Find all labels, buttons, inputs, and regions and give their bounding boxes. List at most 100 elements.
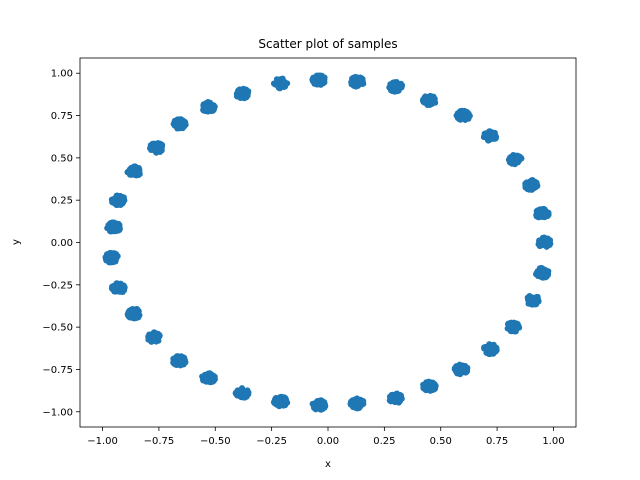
data-point <box>509 160 515 167</box>
data-point <box>235 90 241 97</box>
plot-frame <box>79 57 577 428</box>
data-point <box>527 186 533 192</box>
data-point <box>119 195 126 202</box>
point-cluster-21 <box>199 370 218 386</box>
data-point <box>240 85 247 92</box>
data-point <box>241 92 247 99</box>
data-point <box>279 75 286 82</box>
data-point <box>533 271 539 278</box>
data-point <box>159 142 166 148</box>
data-point <box>541 267 548 274</box>
data-point <box>425 97 432 103</box>
point-cluster-8 <box>533 205 552 221</box>
data-point <box>453 363 460 370</box>
point-cluster-14 <box>451 361 471 378</box>
data-point <box>108 259 115 266</box>
data-points <box>102 72 554 413</box>
x-tick-label: −0.50 <box>200 436 231 447</box>
y-tick-label: 0.75 <box>51 111 73 122</box>
point-cluster-22 <box>170 353 189 369</box>
data-point <box>352 79 359 86</box>
point-cluster-6 <box>505 152 525 168</box>
data-point <box>152 147 159 153</box>
data-point <box>171 122 178 129</box>
point-cluster-4 <box>453 107 473 123</box>
y-tick-label: −1.00 <box>42 407 73 418</box>
point-cluster-7 <box>522 177 541 193</box>
data-point <box>397 392 404 399</box>
data-point <box>431 98 438 105</box>
data-point <box>387 81 394 88</box>
point-cluster-27 <box>104 219 123 235</box>
data-point <box>453 368 460 375</box>
data-point <box>455 111 462 118</box>
data-point <box>490 132 497 139</box>
point-cluster-20 <box>232 385 252 401</box>
point-cluster-25 <box>108 280 128 295</box>
data-point <box>398 83 405 89</box>
y-tick-label: 1.00 <box>51 69 73 80</box>
data-point <box>459 363 466 370</box>
y-tick-label: −0.25 <box>42 280 73 291</box>
data-point <box>202 107 209 114</box>
y-tick-label: 0.50 <box>51 153 73 164</box>
point-cluster-5 <box>480 128 499 144</box>
x-axis: −1.00 −0.75 −0.50 −0.25 0.00 0.25 0.50 0.75 1.00 <box>87 427 565 447</box>
data-point <box>236 389 243 396</box>
data-point <box>535 207 542 214</box>
data-point <box>114 222 121 229</box>
point-cluster-16 <box>386 390 405 406</box>
data-point <box>322 403 329 410</box>
data-point <box>542 212 549 219</box>
data-point <box>145 336 152 343</box>
data-point <box>319 76 326 83</box>
data-point <box>352 74 359 81</box>
data-point <box>430 386 437 392</box>
x-tick-label: −0.25 <box>256 436 287 447</box>
data-point <box>427 380 434 387</box>
data-point <box>508 155 515 162</box>
point-cluster-13 <box>481 341 500 358</box>
x-tick-label: 0.25 <box>373 436 395 447</box>
data-point <box>120 287 127 294</box>
data-point <box>131 308 138 315</box>
data-point <box>209 103 216 110</box>
point-cluster-24 <box>124 305 143 322</box>
data-point <box>201 373 208 379</box>
data-point <box>110 253 117 260</box>
data-point <box>312 75 319 82</box>
data-point <box>386 393 393 400</box>
point-cluster-18 <box>309 397 329 413</box>
data-point <box>420 381 427 388</box>
data-point <box>317 81 324 88</box>
point-cluster-12 <box>504 319 523 335</box>
data-point <box>154 334 161 341</box>
data-point <box>149 333 156 340</box>
point-cluster-3 <box>420 92 439 108</box>
x-tick-label: 0.00 <box>317 436 339 447</box>
point-cluster-19 <box>270 393 291 410</box>
point-cluster-26 <box>102 249 121 266</box>
chart-title: Scatter plot of samples <box>258 37 397 51</box>
data-point <box>484 344 491 351</box>
point-cluster-23 <box>145 329 163 345</box>
data-point <box>210 374 217 381</box>
point-cluster-9 <box>535 234 554 250</box>
y-axis: −1.00 −0.75 −0.50 −0.25 0.00 0.25 0.50 0.75 1.00 <box>42 69 80 418</box>
data-point <box>109 285 116 292</box>
point-cluster-32 <box>200 99 218 115</box>
data-point <box>483 132 490 139</box>
data-point <box>113 192 120 199</box>
data-point <box>313 405 320 412</box>
point-cluster-0 <box>309 72 328 88</box>
data-point <box>359 78 366 85</box>
point-cluster-29 <box>124 163 143 179</box>
data-point <box>174 353 181 360</box>
y-tick-label: 0.25 <box>51 196 73 207</box>
data-point <box>457 116 464 123</box>
data-point <box>206 379 213 386</box>
data-point <box>105 251 112 258</box>
data-point <box>536 265 543 272</box>
point-cluster-30 <box>147 140 166 156</box>
